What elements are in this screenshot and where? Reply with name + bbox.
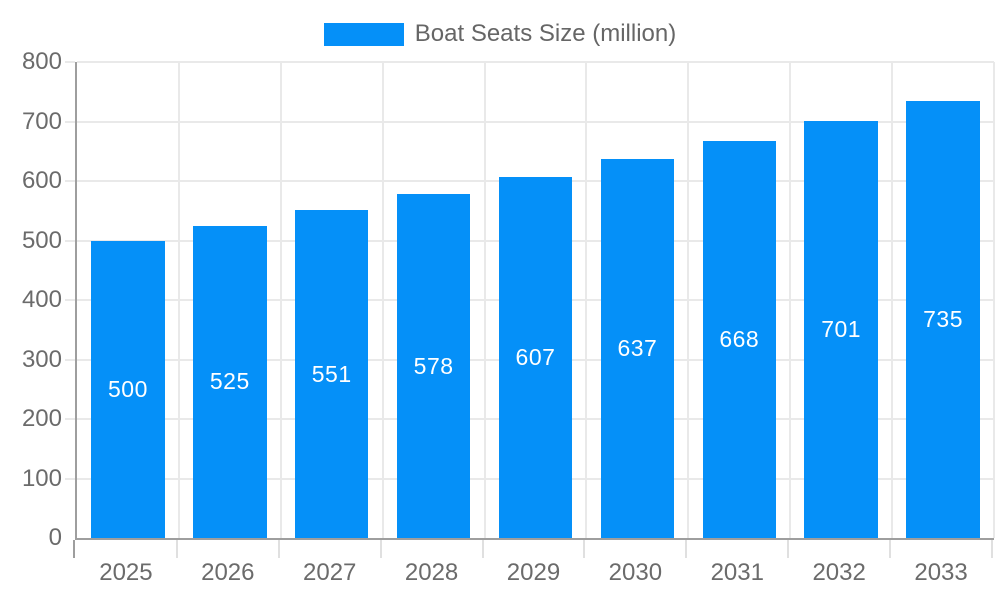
gridline-vertical	[891, 62, 894, 538]
bar-2029[interactable]: 607	[498, 176, 573, 538]
x-axis-tick	[379, 540, 382, 558]
bar-2032[interactable]: 701	[804, 120, 878, 538]
bar-value-label: 735	[923, 305, 963, 332]
y-axis-tick	[65, 180, 75, 182]
bar-value-label: 668	[719, 325, 760, 352]
x-axis-tick	[787, 540, 790, 558]
y-axis-tick-label: 600	[21, 167, 62, 194]
bar-2033[interactable]: 735	[906, 100, 980, 538]
plot-area: 500 525 551 578 607 637 668 701 735	[75, 61, 995, 540]
gridline-vertical	[585, 62, 588, 538]
x-axis-tick-label: 2032	[812, 559, 866, 586]
bar-2030[interactable]: 637	[600, 159, 675, 538]
gridline-vertical	[789, 62, 792, 538]
gridline-horizontal	[77, 120, 994, 123]
y-axis-tick	[65, 239, 75, 242]
x-axis-tick	[991, 540, 993, 558]
x-axis-tick	[481, 540, 484, 558]
bar-2026[interactable]: 525	[193, 225, 267, 538]
x-axis-tick-label: 2025	[99, 559, 153, 586]
y-axis-tick	[65, 299, 75, 301]
x-axis-tick-label: 2033	[914, 559, 968, 586]
legend-label: Boat Seats Size (million)	[414, 20, 677, 47]
bar-value-label: 500	[107, 375, 148, 402]
gridline-vertical	[177, 62, 180, 538]
y-axis-tick-label: 500	[21, 226, 62, 254]
x-axis-tick-label: 2031	[710, 559, 764, 586]
gridline-horizontal	[77, 61, 994, 63]
x-axis-tick	[583, 540, 586, 558]
y-axis-tick-label: 800	[21, 48, 62, 75]
y-axis-tick	[65, 358, 75, 361]
x-axis-tick-label: 2026	[201, 559, 255, 586]
bar-value-label: 607	[515, 343, 556, 370]
bar-2028[interactable]: 578	[396, 194, 471, 538]
gridline-vertical	[381, 62, 384, 538]
bar-2025[interactable]: 500	[91, 240, 165, 538]
bar-value-label: 637	[617, 335, 658, 361]
x-axis-tick	[685, 540, 688, 558]
x-axis-tick-label: 2029	[506, 559, 561, 586]
y-axis-tick-label: 400	[21, 286, 62, 313]
legend-swatch	[323, 22, 404, 46]
x-axis-tick-label: 2028	[404, 559, 459, 586]
y-axis-tick-label: 100	[21, 464, 62, 492]
y-axis-tick	[65, 418, 75, 420]
x-axis-tick	[175, 540, 178, 558]
x-axis-tick-label: 2027	[303, 559, 357, 586]
y-axis-tick	[65, 477, 75, 480]
bar-2031[interactable]: 668	[702, 140, 776, 538]
legend[interactable]: Boat Seats Size (million)	[0, 17, 1000, 51]
bar-2027[interactable]: 551	[295, 210, 369, 538]
x-axis-tick	[889, 540, 892, 558]
y-axis-tick	[65, 120, 75, 123]
gridline-vertical	[687, 62, 690, 538]
y-axis-tick-label: 200	[21, 405, 62, 432]
x-axis-origin-tick	[73, 540, 75, 558]
y-axis-tick-label: 300	[21, 345, 62, 373]
y-axis-tick-label: 700	[21, 107, 62, 135]
bar-value-label: 551	[311, 360, 352, 387]
gridline-vertical	[483, 62, 486, 538]
gridline-vertical	[279, 62, 282, 538]
gridline-vertical	[993, 62, 995, 538]
y-axis-tick-label: 0	[48, 524, 62, 551]
x-axis-tick	[277, 540, 280, 558]
y-axis-tick	[65, 61, 75, 63]
bar-value-label: 701	[821, 315, 862, 342]
bar-value-label: 578	[413, 352, 454, 379]
x-axis-tick-label: 2030	[608, 559, 663, 586]
bar-value-label: 525	[209, 368, 250, 395]
